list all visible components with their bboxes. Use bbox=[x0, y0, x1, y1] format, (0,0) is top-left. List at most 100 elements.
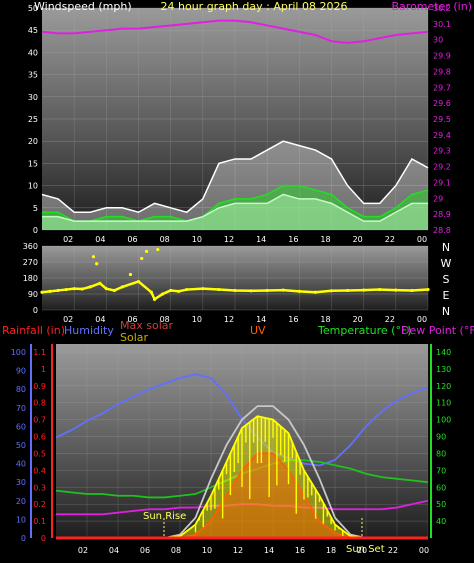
wind-left-tick-label: 0 bbox=[33, 226, 38, 235]
direction-point bbox=[156, 247, 160, 252]
wind-right-tick-label: 28.8 bbox=[433, 226, 451, 235]
direction-point bbox=[281, 288, 285, 292]
wind-right-tick-label: 29.7 bbox=[433, 83, 451, 92]
wind-left-ticks: 0 5 10 15 20 25 30 35 40 45 50 bbox=[28, 4, 38, 235]
rain-tick-label: 0.2 bbox=[33, 500, 46, 509]
wind-right-axis-title: Barometer (in) bbox=[392, 0, 473, 13]
wind-x-tick-label: 02 bbox=[63, 235, 73, 244]
legend-temperature: Temperature (°F) bbox=[317, 324, 412, 337]
temperature-tick-label: 110 bbox=[436, 399, 451, 408]
wind-left-tick-label: 35 bbox=[28, 71, 38, 80]
temperature-tick-label: 100 bbox=[436, 416, 451, 425]
weather-x-tick-label: 06 bbox=[140, 546, 150, 555]
direction-point bbox=[169, 288, 173, 293]
wind-x-tick-label: 18 bbox=[320, 235, 330, 244]
wind-graph-title: 24 hour graph day : April 08 2026 bbox=[161, 0, 348, 13]
wind-x-tick-label: 00 bbox=[417, 235, 427, 244]
wind-right-tick-label: 30.2 bbox=[433, 4, 451, 13]
rain-tick-label: 0 bbox=[41, 534, 46, 543]
temperature-tick-label: 80 bbox=[436, 449, 446, 458]
direction-point bbox=[40, 290, 44, 294]
rain-tick-label: 0.9 bbox=[33, 382, 46, 391]
wind-left-tick-label: 50 bbox=[28, 4, 38, 13]
temperature-tick-label: 120 bbox=[436, 382, 451, 391]
direction-point bbox=[149, 290, 153, 294]
rain-tick-label: 0.5 bbox=[33, 449, 46, 458]
direction-point bbox=[80, 287, 84, 291]
wind-right-tick-label: 30.1 bbox=[433, 20, 451, 29]
wind-right-tick-label: 29.3 bbox=[433, 147, 451, 156]
direction-point bbox=[249, 289, 253, 293]
humidity-ticks: 0 10 20 30 40 50 60 70 80 90 100 bbox=[11, 348, 26, 543]
wind-right-tick-label: 30 bbox=[433, 36, 443, 45]
weather-x-tick-label: 12 bbox=[233, 546, 243, 555]
weather-dew-point-f-line bbox=[56, 499, 429, 516]
direction-point bbox=[345, 288, 350, 293]
wind-right-tick-label: 29.8 bbox=[433, 67, 451, 76]
compass-label: E bbox=[443, 289, 450, 302]
humidity-tick-label: 80 bbox=[16, 385, 26, 394]
direction-point bbox=[426, 287, 430, 292]
direction-points bbox=[40, 247, 430, 302]
weather-x-tick-label: 18 bbox=[326, 546, 336, 555]
direction-x-tick-label: 12 bbox=[224, 315, 234, 324]
weather-x-tick-label: 14 bbox=[264, 546, 274, 555]
direction-point bbox=[140, 256, 144, 261]
wind-x-tick-label: 10 bbox=[192, 235, 202, 244]
compass-label: N bbox=[442, 241, 450, 254]
rain-tick-label: 0.7 bbox=[33, 416, 46, 425]
direction-x-tick-label: 00 bbox=[417, 315, 427, 324]
direction-point bbox=[48, 289, 52, 293]
direction-tick-label: 90 bbox=[28, 290, 38, 299]
temperature-tick-label: 90 bbox=[436, 433, 446, 442]
direction-point bbox=[120, 285, 125, 289]
direction-x-tick-label: 04 bbox=[95, 315, 105, 324]
wind-right-tick-label: 29.2 bbox=[433, 163, 451, 172]
legend-max-solar: Max solar bbox=[120, 319, 173, 332]
direction-point bbox=[410, 288, 414, 293]
wind-right-tick-label: 29.1 bbox=[433, 178, 451, 187]
wind-right-tick-label: 29.5 bbox=[433, 115, 451, 124]
direction-point bbox=[104, 287, 108, 291]
temperature-tick-label: 60 bbox=[436, 483, 446, 492]
sunset-label: Sun Set bbox=[346, 544, 385, 555]
wind-x-tick-label: 20 bbox=[353, 235, 363, 244]
direction-point bbox=[329, 289, 334, 293]
direction-x-tick-label: 06 bbox=[127, 315, 137, 324]
humidity-tick-label: 100 bbox=[11, 348, 26, 357]
direction-x-tick-label: 14 bbox=[256, 315, 266, 324]
direction-tick-label: 180 bbox=[23, 274, 38, 283]
wind-right-tick-label: 29 bbox=[433, 194, 443, 203]
direction-point bbox=[56, 288, 60, 293]
compass-label: S bbox=[443, 273, 450, 286]
weather-x-tick-label: 04 bbox=[109, 546, 119, 555]
direction-x-ticks: 02 04 06 08 10 12 14 16 18 20 22 00 bbox=[63, 315, 427, 324]
weather-x-tick-label: 20 bbox=[357, 546, 367, 555]
direction-x-tick-label: 22 bbox=[385, 315, 395, 324]
direction-x-tick-label: 16 bbox=[288, 315, 298, 324]
weather-x-tick-label: 10 bbox=[202, 546, 212, 555]
temperature-tick-label: 130 bbox=[436, 365, 451, 374]
legend-uv: UV bbox=[250, 324, 266, 337]
direction-point bbox=[217, 287, 221, 292]
wind-left-axis-title: Windspeed (mph) bbox=[34, 0, 132, 13]
weather-x-ticks: 02 04 06 08 10 12 14 16 18 20 22 00 bbox=[78, 546, 429, 555]
direction-point bbox=[233, 288, 237, 293]
humidity-tick-label: 70 bbox=[16, 404, 26, 413]
weather-x-tick-label: 16 bbox=[295, 546, 305, 555]
wind-left-tick-label: 5 bbox=[33, 204, 38, 213]
compass-label: N bbox=[442, 305, 450, 318]
direction-point bbox=[91, 255, 96, 259]
wind-series-marks bbox=[41, 19, 429, 230]
weather-uv-area bbox=[56, 453, 428, 538]
wind-average-area bbox=[42, 185, 428, 230]
direction-gridlines bbox=[42, 245, 429, 311]
humidity-tick-label: 20 bbox=[16, 497, 26, 506]
direction-point bbox=[72, 287, 76, 291]
direction-point bbox=[265, 288, 269, 293]
wind-left-tick-label: 25 bbox=[28, 115, 38, 124]
humidity-tick-label: 10 bbox=[16, 515, 26, 524]
